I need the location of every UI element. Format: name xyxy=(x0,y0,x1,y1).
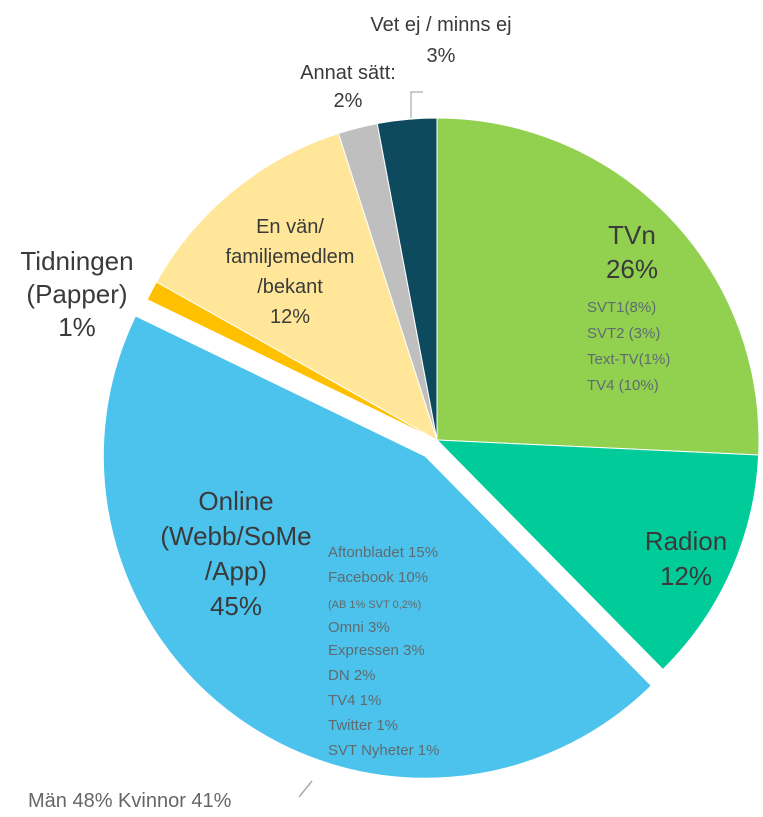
leader-line xyxy=(298,780,313,798)
category-label: Online (Webb/SoMe /App) xyxy=(160,486,312,586)
detail-label: Aftonbladet 15% xyxy=(328,544,439,561)
value-label: 1% xyxy=(58,312,96,342)
value-label: 12% xyxy=(269,306,311,328)
detail-label: Twitter 1% xyxy=(328,717,399,734)
value-label: 3% xyxy=(426,45,456,67)
slice-label: Online (Webb/SoMe /App) 45% xyxy=(151,484,321,624)
annotation: Män 48% Kvinnor 41% xyxy=(28,790,232,812)
detail-label: SVT2 (3%) xyxy=(587,325,661,342)
detail-label: (AB 1% SVT 0,2%) xyxy=(328,599,422,611)
category-label: En vän/ familjemedlem /bekant xyxy=(225,216,355,298)
leader-line xyxy=(410,91,423,118)
pie-slice xyxy=(436,117,760,456)
value-label: 12% xyxy=(659,561,713,591)
value-label: 45% xyxy=(209,591,263,621)
category-label: Annat sätt: xyxy=(300,62,396,84)
detail-label: TV4 (10%) xyxy=(587,377,659,394)
slice-label: Annat sätt: 2% xyxy=(283,59,413,115)
detail-label: TV4 1% xyxy=(328,692,382,709)
category-label: Vet ej / minns ej xyxy=(370,14,512,36)
detail-label: SVT1(8%) xyxy=(587,299,657,316)
slice-label: TVn 26% xyxy=(572,218,692,286)
pie-slice xyxy=(376,117,438,441)
pie-slice xyxy=(102,315,652,779)
category-label: Radion xyxy=(644,526,728,556)
detail-label: SVT Nyheter 1% xyxy=(328,742,440,759)
slice-label: Vet ej / minns ej 3% xyxy=(361,10,521,72)
slice-label: En vän/ familjemedlem /bekant 12% xyxy=(200,212,380,332)
category-label: TVn xyxy=(608,220,656,250)
pie-slice xyxy=(435,439,760,671)
value-label: 2% xyxy=(333,90,363,112)
detail-label: Omni 3% xyxy=(328,619,390,636)
detail-label: Text-TV(1%) xyxy=(587,351,671,368)
slice-label: Tidningen (Papper) 1% xyxy=(7,245,147,344)
value-label: 26% xyxy=(605,254,659,284)
detail-label: DN 2% xyxy=(328,667,376,684)
slice-label: Radion 12% xyxy=(626,524,746,594)
pie-slice xyxy=(155,132,438,442)
detail-label: Expressen 3% xyxy=(328,642,425,659)
category-label: Tidningen (Papper) xyxy=(20,246,134,309)
detail-label: Facebook 10% xyxy=(328,569,429,586)
